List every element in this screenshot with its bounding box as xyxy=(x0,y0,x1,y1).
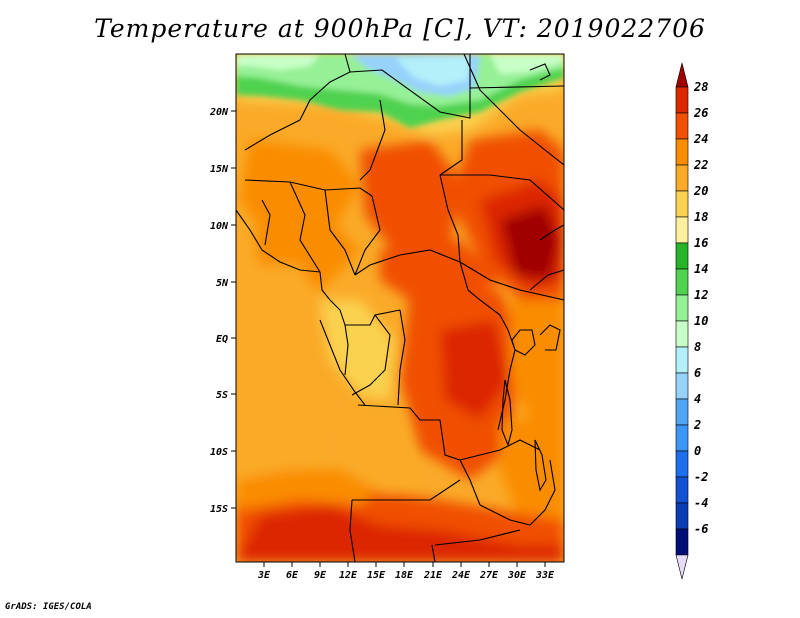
grads-credit: GrADS: IGES/COLA xyxy=(5,602,92,612)
colorbar-label: 28 xyxy=(693,80,708,94)
lon-label-3E: 3E xyxy=(257,570,271,581)
colorbar-label: 4 xyxy=(694,392,701,406)
lon-label-30E: 30E xyxy=(507,570,527,581)
colorbar-bottom-triangle xyxy=(675,554,689,580)
colorbar-label: 18 xyxy=(694,210,708,224)
colorbar-label: 20 xyxy=(693,184,708,198)
lat-label-5S: 5S xyxy=(216,390,228,401)
lon-label-6E: 6E xyxy=(286,570,299,581)
map-frame xyxy=(235,53,565,563)
colorbar-segment xyxy=(675,528,689,556)
colorbar-segment xyxy=(675,450,689,478)
colorbar-segment xyxy=(675,190,689,218)
colorbar-label: 0 xyxy=(694,444,701,458)
colorbar-label: -2 xyxy=(694,470,708,484)
colorbar-label: 14 xyxy=(694,262,708,276)
latitude-axis: 20N 15N 10N 5N EQ 5S 10S 15S xyxy=(209,107,236,515)
lat-label-EQ: EQ xyxy=(216,334,228,345)
colorbar-label: 10 xyxy=(694,314,708,328)
chart-title: Temperature at 900hPa [C], VT: 201902270… xyxy=(94,14,706,43)
colorbar-segment xyxy=(675,398,689,426)
colorbar-label: 6 xyxy=(694,366,701,380)
colorbar-segment xyxy=(675,242,689,270)
colorbar-segment xyxy=(675,346,689,374)
colorbar-label: -4 xyxy=(694,496,708,510)
colorbar-label: 26 xyxy=(693,106,708,120)
lat-label-20N: 20N xyxy=(209,107,229,118)
temperature-field xyxy=(236,54,564,562)
colorbar: 28 26 24 22 20 18 16 14 12 10 8 6 4 2 0 … xyxy=(675,62,708,580)
colorbar-label: 12 xyxy=(694,288,708,302)
colorbar-segment xyxy=(675,138,689,166)
colorbar-segment xyxy=(675,424,689,452)
colorbar-segment xyxy=(675,372,689,400)
lon-label-12E: 12E xyxy=(339,570,358,581)
colorbar-segment xyxy=(675,86,689,114)
colorbar-segment xyxy=(675,502,689,530)
lat-label-10N: 10N xyxy=(210,221,229,232)
colorbar-label: 8 xyxy=(694,340,701,354)
lon-label-33E: 33E xyxy=(535,570,555,581)
lat-label-5N: 5N xyxy=(216,278,229,289)
colorbar-segment xyxy=(675,476,689,504)
colorbar-label: 24 xyxy=(693,132,708,146)
lat-label-10S: 10S xyxy=(210,447,228,458)
lat-label-15S: 15S xyxy=(210,504,228,515)
colorbar-segment xyxy=(675,216,689,244)
colorbar-segment xyxy=(675,112,689,140)
lon-label-21E: 21E xyxy=(423,570,443,581)
lon-label-24E: 24E xyxy=(451,570,471,581)
colorbar-segment xyxy=(675,268,689,296)
lon-label-27E: 27E xyxy=(479,570,499,581)
colorbar-label: -6 xyxy=(694,522,708,536)
lat-label-15N: 15N xyxy=(210,164,229,175)
lon-label-18E: 18E xyxy=(395,570,414,581)
colorbar-segment xyxy=(675,320,689,348)
country-borders xyxy=(236,54,564,562)
colorbar-label: 2 xyxy=(693,418,701,432)
colorbar-segment xyxy=(675,294,689,322)
lon-label-15E: 15E xyxy=(367,570,386,581)
colorbar-label: 16 xyxy=(694,236,708,250)
colorbar-label: 22 xyxy=(693,158,708,172)
colorbar-segment xyxy=(675,164,689,192)
colorbar-top-triangle xyxy=(675,62,689,88)
longitude-axis: 3E 6E 9E 12E 15E 18E 21E 24E 27E 30E 33E xyxy=(257,562,555,581)
lon-label-9E: 9E xyxy=(314,570,327,581)
